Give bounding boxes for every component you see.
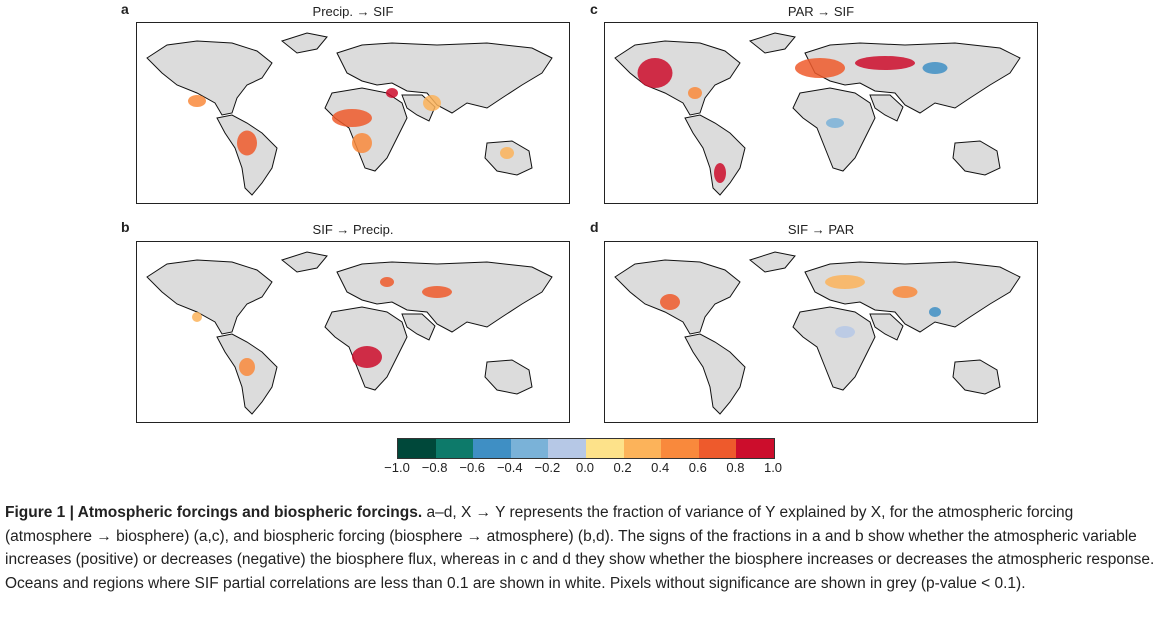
hotspot-region: [826, 118, 844, 128]
continent-outline: [792, 87, 876, 172]
continent-outline: [869, 313, 904, 341]
continent-outline: [146, 259, 273, 335]
colorbar-swatch: [435, 439, 474, 458]
continent-outline: [748, 32, 796, 54]
colorbar-tick-label: 0.4: [651, 460, 670, 475]
colorbar-swatch: [473, 439, 511, 458]
colorbar-ticks: −1.0 −0.8 −0.6 −0.4 −0.2 0.0 0.2 0.4 0.6 0.8 1.0: [382, 460, 792, 476]
panel-letter-b: b: [121, 219, 130, 235]
hotspot-region: [795, 58, 845, 78]
land-masses-d: [614, 251, 1021, 415]
continent-outline: [401, 313, 436, 341]
continent-outline: [614, 40, 741, 116]
colorbar-tick-label: −0.2: [534, 460, 561, 475]
continent-outline: [684, 114, 746, 196]
hotspots-a: [188, 88, 514, 159]
world-map-a: [146, 32, 553, 196]
continent-outline: [484, 359, 533, 395]
continent-outline: [324, 87, 408, 172]
colorbar-swatch: [698, 439, 737, 458]
panel-title-d: SIF → PAR: [787, 222, 855, 237]
hotspot-region: [332, 109, 372, 127]
colorbar-tick-label: −0.6: [459, 460, 486, 475]
hotspot-region: [835, 326, 855, 338]
colorbar-swatch: [585, 439, 624, 458]
hotspot-region: [380, 277, 394, 287]
map-panel-d: [604, 241, 1038, 423]
panel-title-c: PAR → SIF: [787, 4, 855, 19]
colorbar-swatch: [510, 439, 549, 458]
hotspot-region: [637, 58, 673, 88]
hotspots-c: [637, 56, 948, 183]
continent-outline: [684, 333, 746, 415]
hotspot-region: [192, 312, 202, 322]
hotspot-region: [352, 133, 372, 153]
world-map-c: [614, 32, 1021, 196]
map-panel-b: [136, 241, 570, 423]
colorbar-swatch: [548, 439, 586, 458]
colorbar-swatch: [736, 439, 774, 458]
colorbar-swatch: [661, 439, 699, 458]
hotspot-region: [714, 163, 726, 183]
hotspots-d: [660, 275, 941, 338]
hotspot-region: [660, 294, 680, 310]
colorbar-tick-label: 1.0: [763, 460, 783, 475]
continent-outline: [280, 32, 328, 54]
hotspot-region: [386, 88, 398, 98]
world-map-d: [614, 251, 1021, 415]
colorbar-tick-label: −1.0: [384, 460, 410, 475]
continent-outline: [869, 94, 904, 122]
hotspots-b: [192, 277, 452, 376]
map-panel-c: [604, 22, 1038, 204]
world-map-b: [146, 251, 553, 415]
hotspot-region: [825, 275, 865, 289]
hotspot-region: [239, 358, 255, 376]
hotspot-region: [422, 286, 452, 298]
colorbar-tick-label: 0.0: [575, 460, 595, 475]
colorbar-tick-label: −0.4: [496, 460, 523, 475]
hotspot-region: [922, 62, 948, 74]
panel-title-b: SIF → Precip.: [312, 222, 394, 237]
hotspot-region: [855, 56, 915, 70]
hotspot-region: [892, 286, 918, 298]
continent-outline: [336, 42, 553, 114]
hotspot-region: [423, 95, 441, 111]
continent-outline: [280, 251, 328, 273]
hotspot-region: [188, 95, 206, 107]
colorbar: [397, 438, 775, 459]
panel-letter-c: c: [590, 1, 598, 17]
figure-caption: Figure 1 | Atmospheric forcings and bios…: [5, 501, 1155, 595]
map-panel-a: [136, 22, 570, 204]
colorbar-swatch: [398, 439, 436, 458]
colorbar-tick-label: 0.8: [726, 460, 745, 475]
hotspot-region: [688, 87, 702, 99]
hotspot-region: [237, 130, 257, 156]
panel-letter-d: d: [590, 219, 599, 235]
panel-title-a: Precip. → SIF: [312, 4, 394, 19]
continent-outline: [748, 251, 796, 273]
continent-outline: [792, 306, 876, 391]
land-masses-b: [146, 251, 553, 415]
colorbar-swatch: [623, 439, 662, 458]
colorbar-tick-label: −0.8: [421, 460, 448, 475]
panel-letter-a: a: [121, 1, 129, 17]
caption-body: a–d, X → Y represents the fraction of va…: [5, 504, 1155, 592]
hotspot-region: [352, 346, 382, 368]
continent-outline: [952, 359, 1001, 395]
continent-outline: [146, 40, 273, 116]
caption-title: Figure 1 | Atmospheric forcings and bios…: [5, 504, 423, 521]
continent-outline: [952, 140, 1001, 176]
hotspot-region: [500, 147, 514, 159]
colorbar-tick-label: 0.2: [613, 460, 632, 475]
land-masses-c: [614, 32, 1021, 196]
hotspot-region: [929, 307, 941, 317]
colorbar-tick-label: 0.6: [688, 460, 707, 475]
